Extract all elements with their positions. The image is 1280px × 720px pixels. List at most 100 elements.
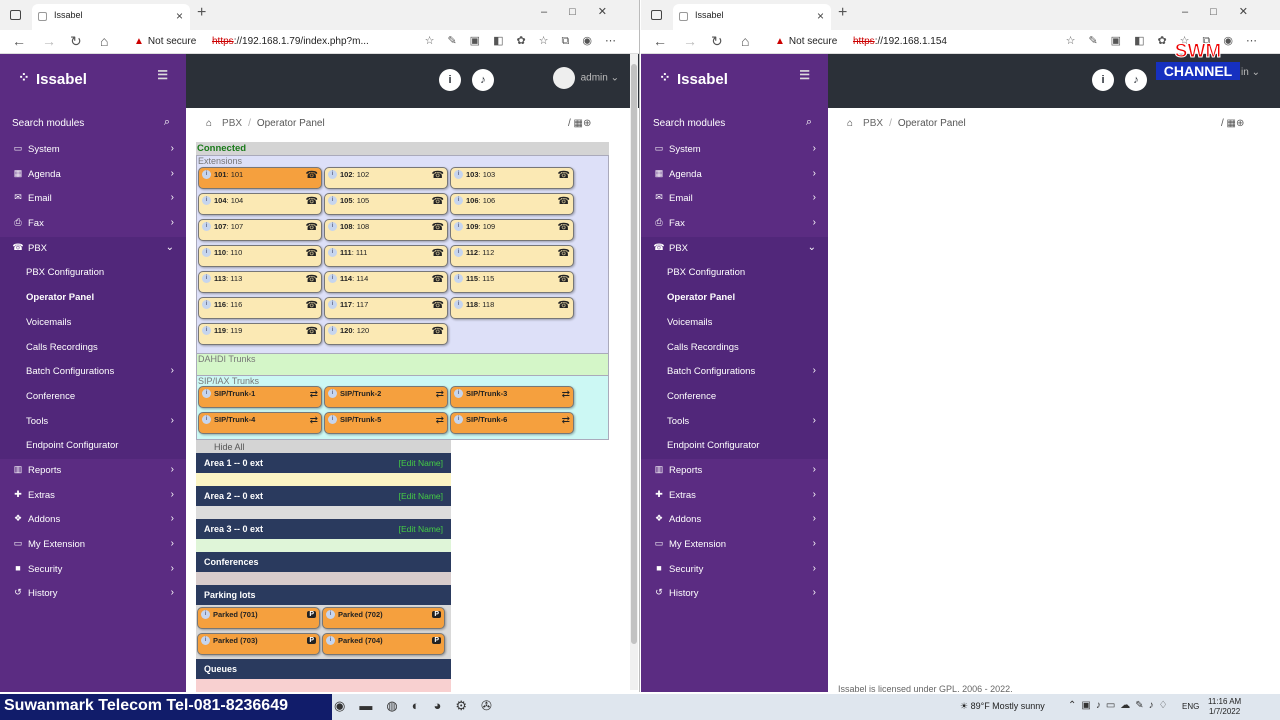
info-icon[interactable]: i	[1092, 69, 1114, 91]
system-tray-icons[interactable]: ⌃▣♪▭☁✎♪♢	[1068, 700, 1173, 711]
info-icon[interactable]: i	[202, 196, 211, 205]
info-icon[interactable]: i	[454, 415, 463, 424]
sidebar-item-email[interactable]: ✉ Email ›	[0, 187, 186, 212]
info-icon[interactable]: i	[454, 170, 463, 179]
sidebar-item-history[interactable]: ↺ History ›	[0, 582, 186, 607]
info-icon[interactable]: i	[202, 389, 211, 398]
back-icon[interactable]: ←	[12, 33, 26, 49]
trunk-button[interactable]: i SIP/Trunk-6 ⇄	[450, 412, 574, 434]
search-icon[interactable]: ⌕	[805, 116, 812, 128]
user-menu[interactable]: admin ⌄	[552, 67, 619, 89]
info-icon[interactable]: i	[326, 636, 335, 645]
url-field[interactable]: https://192.168.1.154	[853, 36, 947, 47]
new-tab-icon[interactable]: +	[838, 4, 848, 21]
extension-button[interactable]: i 117: 117 ☎	[324, 297, 448, 319]
info-icon[interactable]: i	[454, 389, 463, 398]
browser-extension-icons[interactable]: ☆✎▣◧✿☆⧉◉⋯	[1065, 35, 1270, 47]
sidebar-item-pbx-configuration[interactable]: PBX Configuration	[641, 261, 828, 287]
extension-button[interactable]: i 113: 113 ☎	[198, 271, 322, 293]
trunk-button[interactable]: i SIP/Trunk-2 ⇄	[324, 386, 448, 408]
sidebar-item-pbx[interactable]: ☎ PBX ⌄	[0, 236, 186, 262]
sidebar-item-batch-configurations[interactable]: Batch Configurations ›	[0, 360, 186, 385]
sidebar-item-system[interactable]: ▭ System ›	[641, 138, 828, 163]
area-drop-zone[interactable]	[196, 539, 451, 552]
browser-extension-icons[interactable]: ☆✎▣◧✿☆⧉◉⋯	[424, 35, 629, 47]
info-icon[interactable]: i	[328, 248, 337, 257]
not-secure-badge[interactable]: ▲ Not secure	[134, 36, 196, 47]
sidebar-item-endpoint-configurator[interactable]: Endpoint Configurator	[641, 434, 828, 459]
sidebar-item-pbx-configuration[interactable]: PBX Configuration	[0, 261, 186, 287]
info-icon[interactable]: i	[328, 389, 337, 398]
info-icon[interactable]: i	[328, 170, 337, 179]
sidebar-item-calls-recordings[interactable]: Calls Recordings	[641, 335, 828, 361]
sidebar-item-addons[interactable]: ❖ Addons ›	[0, 508, 186, 533]
info-icon[interactable]: i	[439, 69, 461, 91]
forward-icon[interactable]: →	[683, 33, 697, 49]
home-icon[interactable]: ⌂	[100, 33, 109, 49]
home-icon[interactable]: ⌂	[206, 118, 213, 129]
url-field[interactable]: https://192.168.1.79/index.php?m...	[212, 36, 369, 47]
edit-name-link[interactable]: [Edit Name]	[398, 491, 443, 501]
scrollbar[interactable]	[630, 54, 638, 690]
sidebar-item-fax[interactable]: ⎙ Fax ›	[641, 212, 828, 237]
info-icon[interactable]: i	[202, 415, 211, 424]
close-tab-icon[interactable]: ×	[816, 9, 824, 23]
info-icon[interactable]: i	[328, 274, 337, 283]
search-modules[interactable]: Search modules ⌕	[641, 108, 828, 138]
sidebar-item-voicemails[interactable]: Voicemails	[0, 310, 186, 336]
info-icon[interactable]: i	[202, 248, 211, 257]
sidebar-item-batch-configurations[interactable]: Batch Configurations ›	[641, 360, 828, 385]
home-icon[interactable]: ⌂	[847, 118, 854, 129]
tab-actions-icon[interactable]	[10, 10, 21, 20]
sidebar-item-reports[interactable]: ▥ Reports ›	[0, 459, 186, 484]
new-tab-icon[interactable]: +	[197, 4, 207, 21]
breadcrumb-section[interactable]: PBX	[222, 118, 243, 129]
sidebar-item-tools[interactable]: Tools ›	[0, 409, 186, 435]
sidebar-item-history[interactable]: ↺ History ›	[641, 582, 828, 607]
not-secure-badge[interactable]: ▲ Not secure	[775, 36, 837, 47]
reload-icon[interactable]: ↻	[70, 33, 82, 49]
edit-name-link[interactable]: [Edit Name]	[398, 458, 443, 468]
parked-slot[interactable]: i Parked (703) P	[197, 633, 320, 655]
language-indicator[interactable]: ENG	[1182, 702, 1200, 711]
breadcrumb-section[interactable]: PBX	[863, 118, 884, 129]
info-icon[interactable]: i	[201, 636, 210, 645]
menu-toggle-icon[interactable]: ☰	[157, 68, 168, 82]
search-icon[interactable]: ⌕	[163, 116, 170, 128]
sidebar-item-agenda[interactable]: ▦ Agenda ›	[0, 163, 186, 188]
sidebar-item-my-extension[interactable]: ▭ My Extension ›	[641, 533, 828, 558]
extension-button[interactable]: i 106: 106 ☎	[450, 193, 574, 215]
extension-button[interactable]: i 110: 110 ☎	[198, 245, 322, 267]
trunk-button[interactable]: i SIP/Trunk-4 ⇄	[198, 412, 322, 434]
extension-button[interactable]: i 115: 115 ☎	[450, 271, 574, 293]
hide-all-button[interactable]: Hide All	[196, 440, 451, 453]
bell-icon[interactable]: ♪	[1125, 69, 1147, 91]
info-icon[interactable]: i	[328, 326, 337, 335]
trunk-button[interactable]: i SIP/Trunk-1 ⇄	[198, 386, 322, 408]
browser-tab[interactable]: Issabel ×	[673, 4, 831, 30]
sidebar-item-extras[interactable]: ✚ Extras ›	[641, 484, 828, 509]
info-icon[interactable]: i	[454, 222, 463, 231]
parked-slot[interactable]: i Parked (702) P	[322, 607, 445, 629]
forward-icon[interactable]: →	[42, 33, 56, 49]
sidebar-item-email[interactable]: ✉ Email ›	[641, 187, 828, 212]
sidebar-item-reports[interactable]: ▥ Reports ›	[641, 459, 828, 484]
extension-button[interactable]: i 107: 107 ☎	[198, 219, 322, 241]
close-tab-icon[interactable]: ×	[175, 9, 183, 23]
info-icon[interactable]: i	[202, 326, 211, 335]
sidebar-item-system[interactable]: ▭ System ›	[0, 138, 186, 163]
sidebar-item-voicemails[interactable]: Voicemails	[641, 310, 828, 336]
info-icon[interactable]: i	[328, 300, 337, 309]
info-icon[interactable]: i	[202, 274, 211, 283]
extension-button[interactable]: i 111: 111 ☎	[324, 245, 448, 267]
extension-button[interactable]: i 112: 112 ☎	[450, 245, 574, 267]
extension-button[interactable]: i 103: 103 ☎	[450, 167, 574, 189]
back-icon[interactable]: ←	[653, 33, 667, 49]
extension-button[interactable]: i 105: 105 ☎	[324, 193, 448, 215]
extension-button[interactable]: i 109: 109 ☎	[450, 219, 574, 241]
trunk-button[interactable]: i SIP/Trunk-3 ⇄	[450, 386, 574, 408]
sidebar-item-agenda[interactable]: ▦ Agenda ›	[641, 163, 828, 188]
info-icon[interactable]: i	[202, 222, 211, 231]
sidebar-item-endpoint-configurator[interactable]: Endpoint Configurator	[0, 434, 186, 459]
extension-button[interactable]: i 114: 114 ☎	[324, 271, 448, 293]
